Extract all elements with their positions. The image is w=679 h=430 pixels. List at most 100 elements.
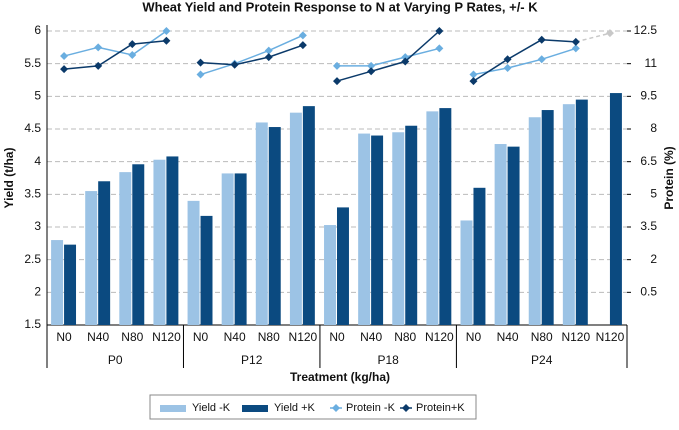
x-tick-label: N80 xyxy=(258,330,280,344)
marker xyxy=(333,61,341,70)
x-tick-label: N0 xyxy=(329,330,345,344)
x-tick-label: N80 xyxy=(121,330,143,344)
line-segment xyxy=(98,46,133,56)
bar xyxy=(200,215,213,325)
x-tick-label: N120 xyxy=(289,330,318,344)
marker xyxy=(128,50,137,59)
y2-tick-label: 0.5 xyxy=(640,285,657,299)
y-tick-label: 4 xyxy=(34,154,41,168)
marker xyxy=(367,61,376,70)
y-tick-label: 5.5 xyxy=(24,56,41,70)
bar xyxy=(562,104,575,325)
bar xyxy=(426,111,439,325)
y2-tick-label: 8 xyxy=(650,121,657,135)
bar xyxy=(289,112,302,326)
bar xyxy=(98,181,111,325)
y-tick-label: 3 xyxy=(34,219,41,233)
bar xyxy=(132,164,145,325)
bar xyxy=(371,135,384,325)
y2-tick-label: 5 xyxy=(650,187,657,201)
bar xyxy=(255,122,268,325)
bar xyxy=(337,207,349,325)
marker xyxy=(264,46,273,55)
bar xyxy=(494,144,507,325)
y2-axis-title: Protein (%) xyxy=(662,146,676,209)
y-tick-label: 1.5 xyxy=(24,317,41,331)
marker xyxy=(298,31,307,40)
line-segment xyxy=(370,60,406,73)
x-tick-label: N120 xyxy=(425,330,454,344)
legend-label: Yield +K xyxy=(274,402,316,414)
group-label: P12 xyxy=(241,353,263,367)
y2-tick-label: 2 xyxy=(650,252,657,266)
y2-tick-label: 6.5 xyxy=(640,154,657,168)
marker xyxy=(94,61,103,70)
bar xyxy=(51,240,64,325)
y-tick-label: 6 xyxy=(34,23,41,37)
marker xyxy=(571,44,580,53)
bar xyxy=(85,191,98,325)
legend-swatch xyxy=(402,404,410,412)
line-segment xyxy=(63,46,99,57)
bar xyxy=(166,156,179,325)
marker xyxy=(128,40,137,49)
x-tick-label: N40 xyxy=(360,330,382,344)
y-tick-label: 4.5 xyxy=(24,121,41,135)
x-tick-label: N40 xyxy=(87,330,109,344)
line-segment xyxy=(541,38,576,43)
x-axis-title: Treatment (kg/ha) xyxy=(290,370,390,384)
line-segment xyxy=(541,47,577,61)
bar xyxy=(439,108,452,326)
x-tick-label: N0 xyxy=(56,330,72,344)
legend-label: Protein+K xyxy=(416,402,465,414)
line-segment xyxy=(268,34,304,52)
marker xyxy=(469,77,478,86)
line-segment xyxy=(507,58,542,69)
x-tick-label: N120 xyxy=(152,330,181,344)
x-tick-label: N80 xyxy=(531,330,553,344)
bar xyxy=(541,110,554,325)
line-segment xyxy=(200,61,235,66)
x-tick-label: N0 xyxy=(193,330,209,344)
bar xyxy=(221,173,234,325)
legend-swatch xyxy=(160,405,186,412)
marker xyxy=(571,37,580,46)
legend-label: Protein -K xyxy=(346,402,396,414)
line-segment xyxy=(473,67,508,76)
line-segment xyxy=(575,32,611,43)
line-segment xyxy=(97,43,133,67)
line-segment xyxy=(507,39,543,60)
bar xyxy=(473,187,486,325)
group-label: P18 xyxy=(377,353,399,367)
line-segment xyxy=(132,40,167,45)
group-label: P0 xyxy=(108,353,123,367)
marker xyxy=(162,27,171,35)
marker xyxy=(435,44,444,53)
marker xyxy=(196,70,205,79)
line-segment xyxy=(200,62,235,76)
line-segment xyxy=(405,47,440,58)
y2-tick-label: 9.5 xyxy=(640,89,657,103)
y-tick-label: 3.5 xyxy=(24,187,41,201)
y-tick-label: 5 xyxy=(34,89,41,103)
bar xyxy=(609,93,622,325)
marker xyxy=(196,58,205,67)
marker xyxy=(469,70,478,79)
marker xyxy=(298,41,307,50)
bar xyxy=(405,125,418,325)
x-tick-label: N40 xyxy=(224,330,246,344)
bar xyxy=(234,173,247,325)
line-segment xyxy=(234,56,269,66)
marker xyxy=(435,27,444,35)
y2-tick-label: 12.5 xyxy=(634,23,658,37)
bar xyxy=(187,200,200,325)
x-tick-label: N80 xyxy=(394,330,416,344)
line-segment xyxy=(336,70,372,82)
x-tick-label: N120 xyxy=(596,330,625,344)
marker xyxy=(537,55,546,64)
bar xyxy=(64,244,77,325)
bar xyxy=(358,133,371,325)
legend-box xyxy=(149,394,477,420)
legend-label: Yield -K xyxy=(192,402,231,414)
